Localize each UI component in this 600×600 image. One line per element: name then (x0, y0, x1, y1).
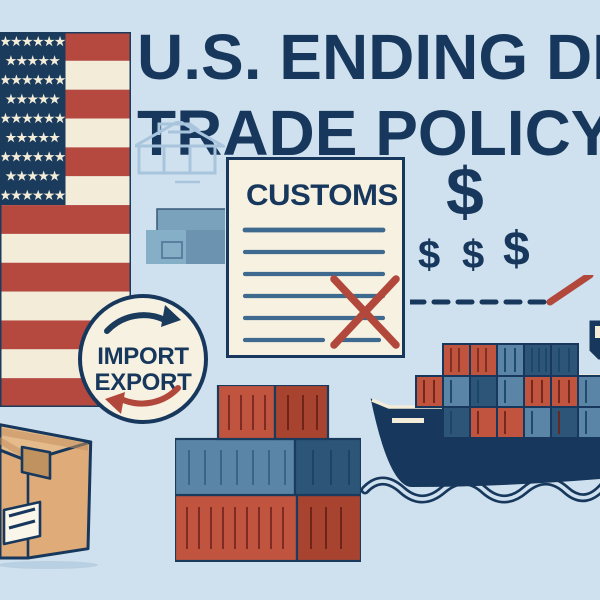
svg-text:CUSTOMS: CUSTOMS (246, 179, 398, 212)
svg-text:IMPORT: IMPORT (97, 343, 189, 370)
